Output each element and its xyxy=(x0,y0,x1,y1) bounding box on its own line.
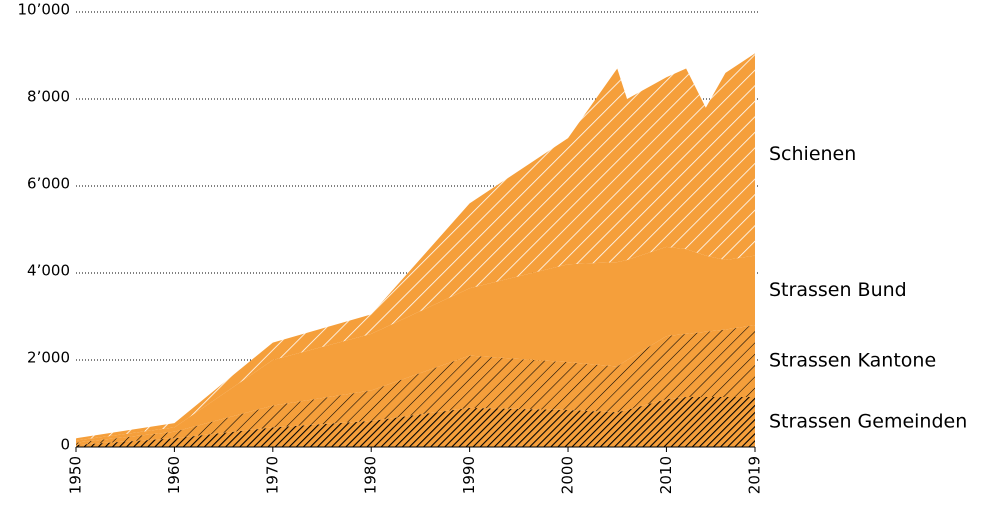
area xyxy=(76,53,755,441)
y-tick-label: 0 xyxy=(60,436,70,454)
x-tick-label: 1990 xyxy=(460,456,478,494)
area xyxy=(76,246,755,443)
y-tick-label: 10’000 xyxy=(18,1,71,19)
x-tick-label: 1970 xyxy=(263,456,281,494)
legend-label: Strassen Bund xyxy=(769,279,907,301)
y-tick-label: 4’000 xyxy=(27,262,70,280)
x-tick-label: 1960 xyxy=(165,456,183,494)
legend-label: Strassen Gemeinden xyxy=(769,410,967,432)
x-tick-label: 2010 xyxy=(657,456,675,494)
x-tick-label: 2000 xyxy=(559,456,577,494)
x-tick-label: 2019 xyxy=(746,456,764,494)
x-tick-label: 1980 xyxy=(362,456,380,494)
x-tick-label: 1950 xyxy=(67,456,85,494)
area xyxy=(76,325,755,445)
y-tick-label: 6’000 xyxy=(27,175,70,193)
legend-label: Strassen Kantone xyxy=(769,350,936,372)
y-tick-label: 8’000 xyxy=(27,88,70,106)
legend-label: Schienen xyxy=(769,143,856,165)
y-tick-label: 2’000 xyxy=(27,349,70,367)
area xyxy=(76,396,755,447)
